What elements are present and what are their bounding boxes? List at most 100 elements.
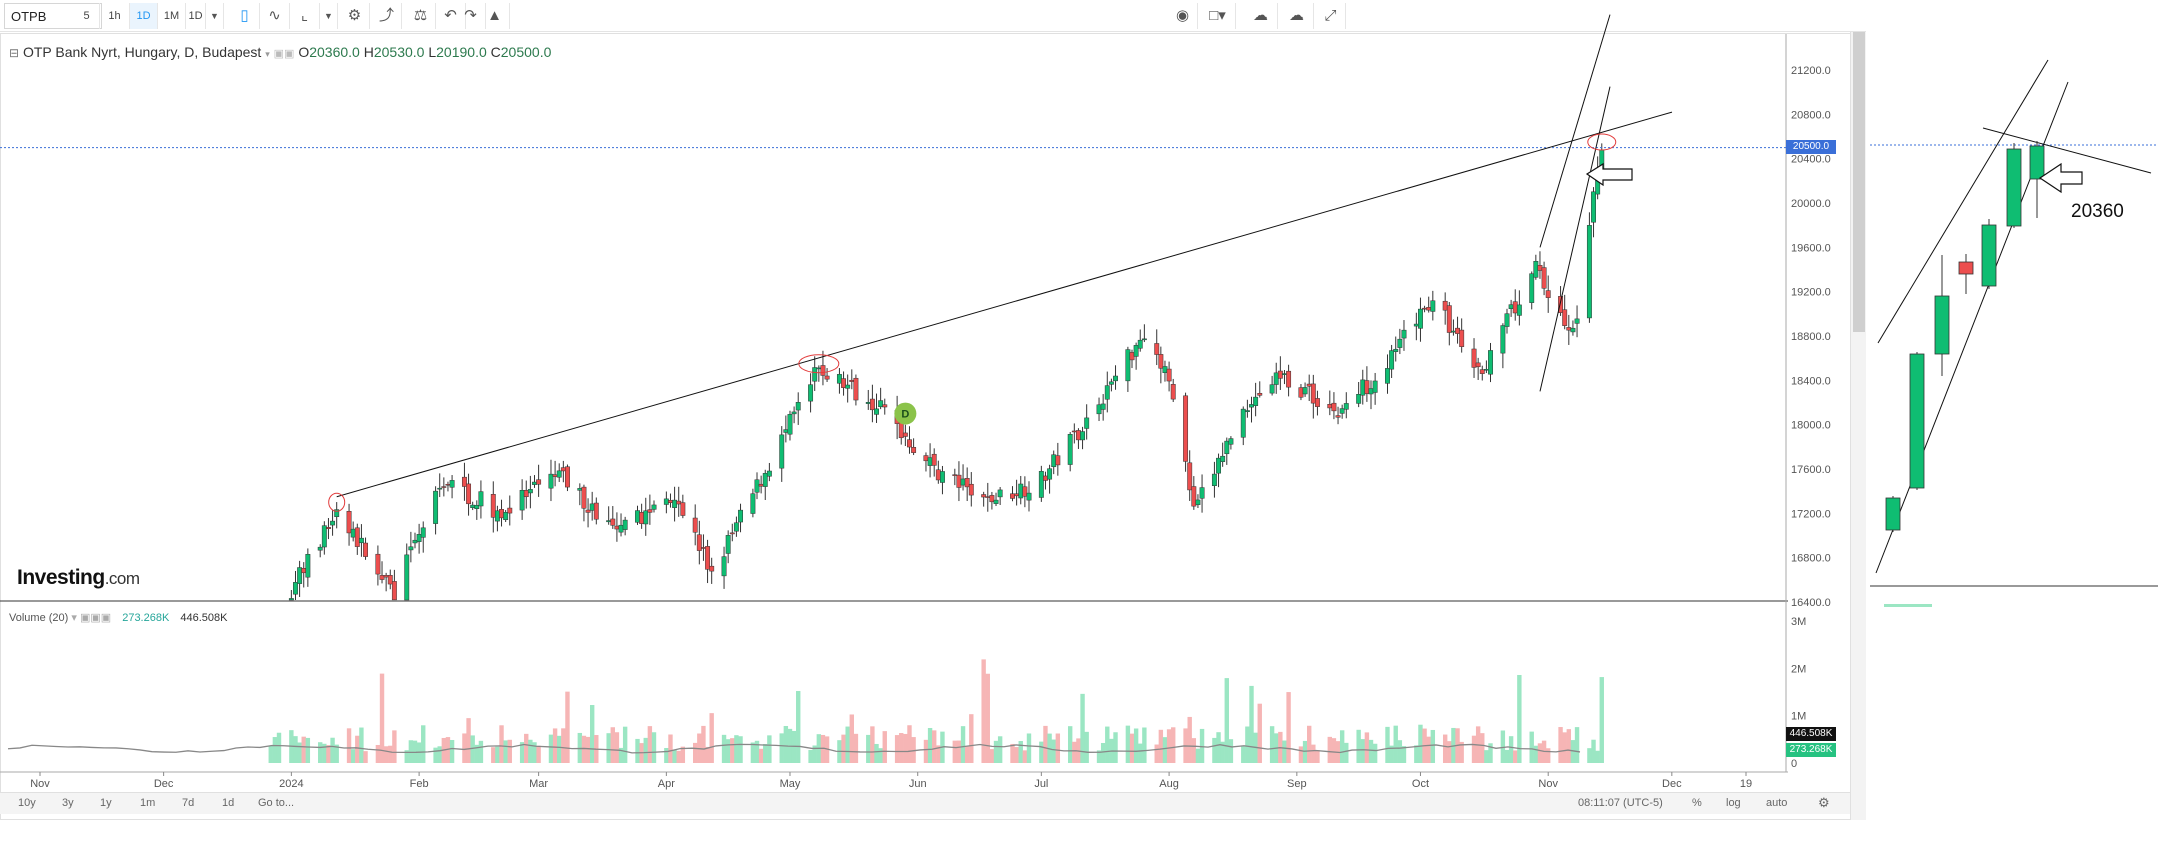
volume-bar (1397, 740, 1403, 763)
scrollbar[interactable] (1850, 32, 1866, 820)
volume-bar (408, 740, 414, 763)
interval-5[interactable]: 5 (74, 3, 100, 29)
indicators-icon[interactable]: ⤴ (372, 3, 402, 29)
candle (363, 542, 368, 557)
candle (610, 518, 616, 526)
toolbar: OTPB 5 1h 1D 1M 1D ▼ ▯ ∿ ⌞ ▼ ⚙ ⤴ ⚖ ↶ ↷ ▲… (0, 0, 1866, 32)
undo-icon[interactable]: ↶ (436, 3, 466, 29)
log-toggle[interactable]: log (1726, 797, 1741, 809)
compare-icon[interactable]: ⚖ (406, 3, 436, 29)
range-7d[interactable]: 7d (182, 797, 195, 809)
candle (791, 411, 797, 415)
candle (1360, 379, 1366, 396)
dividend-marker-icon (894, 402, 917, 425)
candle (503, 512, 509, 520)
volume-bar (581, 735, 587, 763)
range-1d[interactable]: 1d (222, 797, 235, 809)
cloud-upload-icon[interactable]: ☁ (1280, 3, 1314, 29)
x-tick-label: Nov (1538, 778, 1558, 790)
candle (700, 547, 706, 549)
volume-bar (1100, 742, 1106, 763)
candle (680, 502, 686, 516)
camera-icon[interactable]: ◉ (1168, 3, 1198, 29)
percent-toggle[interactable]: % (1692, 797, 1702, 809)
volume-bar (1327, 736, 1333, 763)
range-3y[interactable]: 3y (62, 797, 74, 809)
fullscreen-icon[interactable]: ⤢ (1316, 3, 1346, 29)
alert-icon[interactable]: ▲ (480, 3, 510, 29)
candle (1455, 327, 1460, 334)
volume-bar (449, 739, 455, 763)
candle (589, 503, 595, 511)
settings-icon[interactable]: ⚙ (340, 3, 370, 29)
candle (750, 493, 756, 514)
scrollbar-thumb[interactable] (1853, 32, 1865, 332)
collapse-icon[interactable]: ⊟ (9, 46, 20, 60)
candle (614, 525, 620, 530)
annotations: D (0, 14, 1786, 512)
interval-1h[interactable]: 1h (100, 3, 130, 29)
x-tick-label: Dec (154, 778, 174, 790)
volume-bar (668, 734, 673, 763)
volume-bar (1315, 750, 1320, 763)
goto-button[interactable]: Go to... (258, 797, 295, 809)
volume-bar (1187, 716, 1192, 763)
interval-1d-custom[interactable]: 1D (186, 3, 206, 29)
candle (816, 367, 822, 370)
volume-bar (272, 737, 278, 763)
redo-icon[interactable]: ↷ (456, 3, 486, 29)
volume-bar (985, 673, 990, 763)
line-chart-icon[interactable]: ∿ (260, 3, 290, 29)
range-1m[interactable]: 1m (140, 797, 156, 809)
box-icon[interactable]: □▾ (1200, 3, 1236, 29)
draw-tool-icon[interactable]: ⌞ (290, 3, 320, 29)
interval-1d[interactable]: 1D (130, 3, 158, 29)
symbol-input[interactable]: OTPB (4, 3, 102, 29)
volume-bar (1364, 732, 1370, 763)
candle (820, 365, 826, 376)
candle (668, 500, 673, 503)
candle (527, 489, 533, 494)
auto-toggle[interactable]: auto (1766, 797, 1788, 809)
candle (1529, 273, 1535, 303)
range-1y[interactable]: 1y (100, 797, 112, 809)
dropdown-icon[interactable]: ▼ (320, 3, 338, 29)
range-10y[interactable]: 10y (18, 797, 36, 809)
legend-dropdown-icon[interactable]: ▾ (265, 49, 270, 59)
zoom-candle (2006, 148, 2022, 227)
candle (1162, 366, 1168, 374)
candle (1047, 468, 1053, 480)
candle (1141, 338, 1147, 341)
candlestick-icon[interactable]: ▯ (230, 3, 260, 29)
candle (494, 510, 500, 522)
cloud-download-icon[interactable]: ☁ (1244, 3, 1278, 29)
candle (692, 517, 698, 533)
candle (1314, 398, 1320, 407)
interval-1m[interactable]: 1M (158, 3, 186, 29)
zoom-volume-bar (1884, 604, 1932, 607)
candle (1026, 492, 1032, 501)
interval-dropdown-icon[interactable]: ▼ (206, 3, 224, 29)
legend-eye-icon[interactable]: ▣▣ (273, 48, 295, 60)
volume-dropdown-icon[interactable]: ▾ ▣▣▣ (71, 612, 112, 624)
volume-bar (721, 734, 727, 763)
volume-bar (318, 742, 323, 763)
candle (758, 483, 764, 487)
dividend-marker-label: D (901, 409, 909, 421)
volume-bar (305, 737, 311, 763)
volume-bar (1080, 693, 1085, 763)
candle (676, 500, 682, 505)
y-tick-label: 18800.0 (1791, 331, 1831, 343)
candle (721, 556, 727, 577)
candle (622, 519, 628, 530)
candle (532, 481, 537, 485)
settings-gear-icon[interactable]: ⚙ (1818, 795, 1830, 810)
volume-bar (1595, 750, 1600, 763)
candle (651, 504, 657, 510)
x-tick-label: 2024 (279, 778, 303, 790)
price-chart[interactable]: D 21200.020800.020400.020000.019600.0192… (0, 0, 1866, 820)
volume-bar (1537, 743, 1543, 763)
volume-bar (647, 726, 653, 763)
candle (1286, 370, 1292, 388)
zoom-candle (1934, 295, 1950, 355)
